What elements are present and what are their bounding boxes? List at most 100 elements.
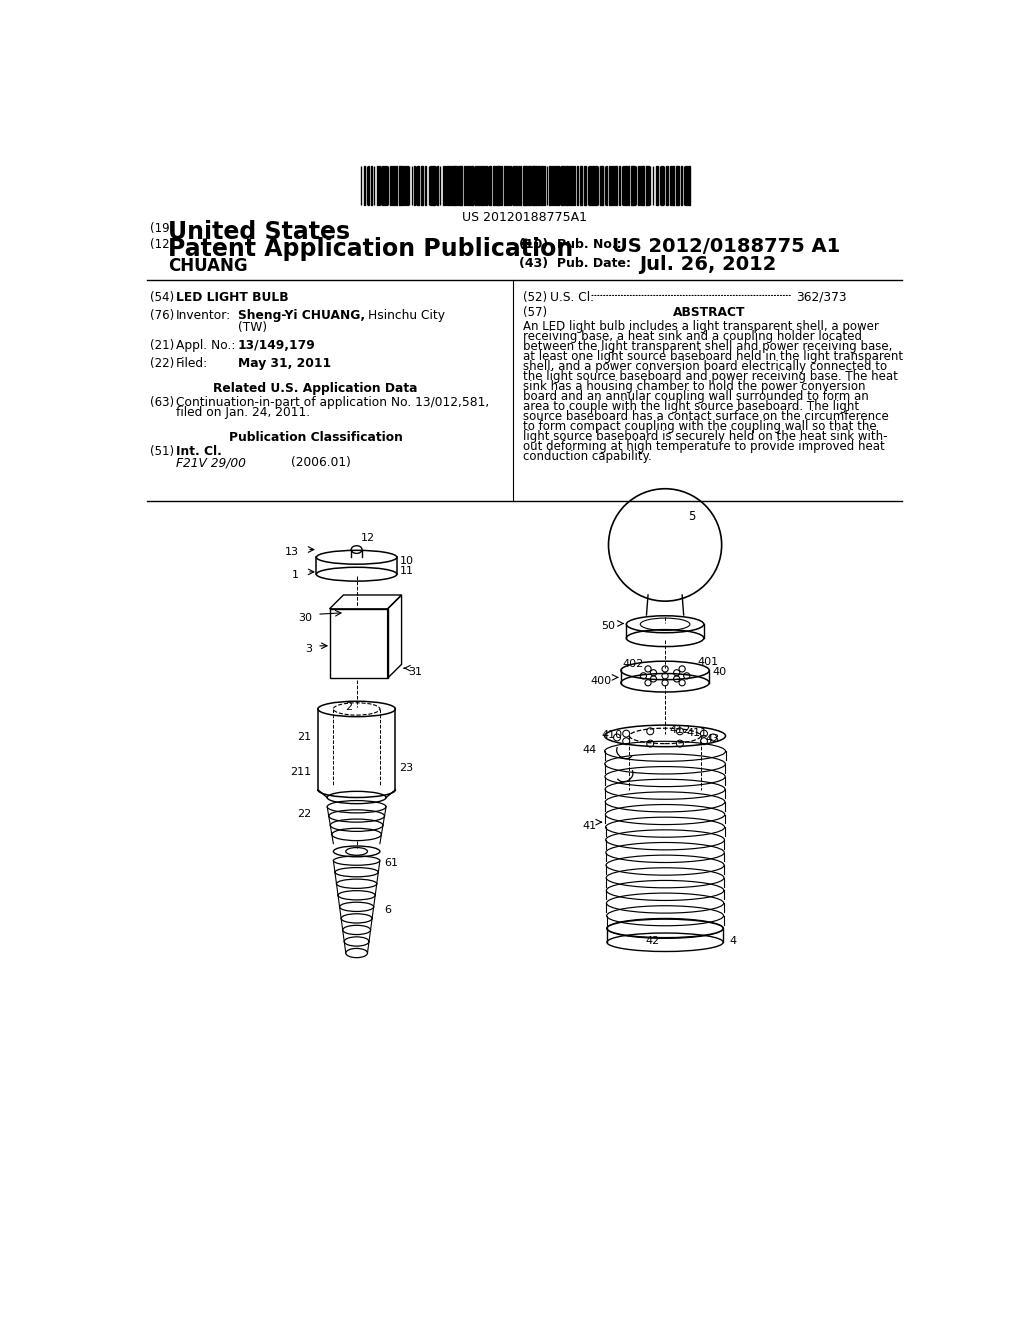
Bar: [442, 166, 444, 205]
Bar: [577, 166, 579, 205]
Text: (63): (63): [150, 396, 174, 409]
Text: Inventor:: Inventor:: [176, 309, 231, 322]
Text: (TW): (TW): [238, 321, 267, 334]
Text: Int. Cl.: Int. Cl.: [176, 445, 222, 458]
Text: (2006.01): (2006.01): [291, 457, 350, 470]
Text: 362/373: 362/373: [796, 290, 847, 304]
Text: (52): (52): [523, 290, 548, 304]
Text: source baseboard has a contact surface on the circumference: source baseboard has a contact surface o…: [523, 411, 889, 424]
Bar: [384, 166, 385, 205]
Bar: [655, 166, 658, 205]
Text: 10: 10: [400, 556, 414, 566]
Bar: [608, 166, 610, 205]
Text: light source baseboard is securely held on the heat sink with-: light source baseboard is securely held …: [523, 430, 888, 444]
Text: (57): (57): [523, 306, 548, 319]
Bar: [399, 166, 401, 205]
Text: 12: 12: [360, 533, 375, 544]
Bar: [672, 166, 674, 205]
Bar: [534, 166, 536, 205]
Bar: [493, 166, 495, 205]
Text: the light source baseboard and power receiving base. The heat: the light source baseboard and power rec…: [523, 370, 898, 383]
Text: (76): (76): [150, 309, 174, 322]
Bar: [600, 166, 601, 205]
Text: to form compact coupling with the coupling wall so that the: to form compact coupling with the coupli…: [523, 420, 877, 433]
Bar: [662, 166, 663, 205]
Bar: [566, 166, 568, 205]
Text: (10)  Pub. No.:: (10) Pub. No.:: [519, 239, 622, 252]
Bar: [666, 166, 669, 205]
Text: (12): (12): [150, 239, 174, 252]
Text: receiving base, a heat sink and a coupling holder located: receiving base, a heat sink and a coupli…: [523, 330, 862, 343]
Bar: [678, 166, 679, 205]
Bar: [541, 166, 543, 205]
Bar: [377, 166, 378, 205]
Text: 42: 42: [646, 936, 659, 946]
Bar: [501, 166, 503, 205]
Text: 43: 43: [706, 734, 720, 744]
Text: US 2012/0188775 A1: US 2012/0188775 A1: [612, 238, 841, 256]
Bar: [549, 166, 550, 205]
Text: 4: 4: [729, 936, 736, 946]
Bar: [489, 166, 492, 205]
Text: 3: 3: [305, 644, 312, 653]
Text: filed on Jan. 24, 2011.: filed on Jan. 24, 2011.: [176, 407, 310, 420]
Bar: [631, 166, 633, 205]
Text: 402: 402: [623, 659, 643, 669]
Text: shell, and a power conversion board electrically connected to: shell, and a power conversion board elec…: [523, 360, 888, 374]
Bar: [611, 166, 612, 205]
Text: Continuation-in-part of application No. 13/012,581,: Continuation-in-part of application No. …: [176, 396, 489, 409]
Bar: [421, 166, 423, 205]
Text: area to couple with the light source baseboard. The light: area to couple with the light source bas…: [523, 400, 859, 413]
Text: Patent Application Publication: Patent Application Publication: [168, 238, 573, 261]
Text: at least one light source baseboard held in the light transparent: at least one light source baseboard held…: [523, 350, 903, 363]
Bar: [618, 166, 621, 205]
Bar: [628, 166, 630, 205]
Bar: [563, 166, 565, 205]
Text: United States: United States: [168, 220, 350, 244]
Text: Appl. No.:: Appl. No.:: [176, 339, 236, 351]
Bar: [471, 166, 473, 205]
Bar: [570, 166, 572, 205]
Bar: [589, 166, 591, 205]
Text: 40: 40: [713, 667, 726, 677]
Bar: [595, 166, 597, 205]
Text: Filed:: Filed:: [176, 358, 208, 370]
Text: Sheng-Yi CHUANG,: Sheng-Yi CHUANG,: [238, 309, 366, 322]
Bar: [557, 166, 559, 205]
Bar: [371, 166, 372, 205]
Bar: [685, 166, 687, 205]
Text: (54): (54): [150, 290, 174, 304]
Text: 44: 44: [583, 744, 597, 755]
Text: Publication Classification: Publication Classification: [228, 430, 402, 444]
Text: 21: 21: [298, 733, 311, 742]
Text: out deforming at high temperature to provide improved heat: out deforming at high temperature to pro…: [523, 441, 885, 453]
Text: (22): (22): [150, 358, 174, 370]
Text: 412: 412: [669, 725, 690, 735]
Text: 411: 411: [687, 729, 708, 738]
Text: 2: 2: [346, 702, 352, 711]
Bar: [425, 166, 426, 205]
Bar: [433, 166, 435, 205]
Bar: [670, 166, 672, 205]
Bar: [640, 166, 641, 205]
Bar: [584, 166, 586, 205]
Text: (19): (19): [150, 222, 174, 235]
Text: 31: 31: [408, 667, 422, 677]
Text: board and an annular coupling wall surrounded to form an: board and an annular coupling wall surro…: [523, 391, 869, 403]
Bar: [417, 166, 420, 205]
Bar: [538, 166, 541, 205]
Text: F21V 29/00: F21V 29/00: [176, 457, 246, 470]
Text: 22: 22: [297, 809, 311, 818]
Bar: [507, 166, 509, 205]
Text: LED LIGHT BULB: LED LIGHT BULB: [176, 290, 289, 304]
Text: 23: 23: [399, 763, 414, 772]
Bar: [364, 166, 366, 205]
Text: US 20120188775A1: US 20120188775A1: [462, 211, 588, 224]
Text: ABSTRACT: ABSTRACT: [673, 306, 745, 319]
Bar: [468, 166, 470, 205]
Bar: [625, 166, 627, 205]
Text: 41: 41: [583, 821, 597, 830]
Bar: [633, 166, 635, 205]
Bar: [447, 166, 449, 205]
Text: 13: 13: [286, 548, 299, 557]
